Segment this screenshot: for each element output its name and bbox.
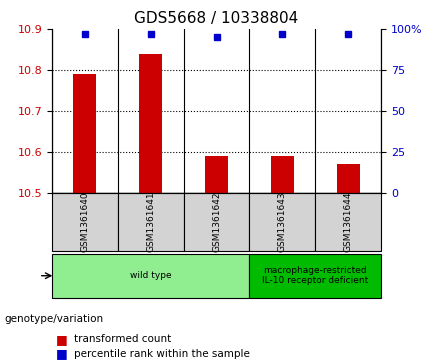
FancyBboxPatch shape xyxy=(184,193,249,250)
Bar xyxy=(271,156,294,193)
Text: GSM1361642: GSM1361642 xyxy=(212,192,221,252)
Bar xyxy=(336,164,360,193)
FancyBboxPatch shape xyxy=(52,193,118,250)
Bar xyxy=(139,54,162,193)
Text: ■: ■ xyxy=(56,333,68,346)
Text: GSM1361640: GSM1361640 xyxy=(81,192,89,252)
FancyBboxPatch shape xyxy=(52,254,249,298)
FancyBboxPatch shape xyxy=(249,254,381,298)
Text: ■: ■ xyxy=(56,347,68,360)
Text: transformed count: transformed count xyxy=(74,334,171,344)
Bar xyxy=(205,156,228,193)
Text: percentile rank within the sample: percentile rank within the sample xyxy=(74,349,249,359)
Text: genotype/variation: genotype/variation xyxy=(4,314,103,325)
Text: GSM1361641: GSM1361641 xyxy=(146,192,155,252)
Text: GSM1361643: GSM1361643 xyxy=(278,192,287,252)
FancyBboxPatch shape xyxy=(315,193,381,250)
Title: GDS5668 / 10338804: GDS5668 / 10338804 xyxy=(134,12,299,26)
Text: wild type: wild type xyxy=(130,271,171,280)
Text: macrophage-restricted
IL-10 receptor deficient: macrophage-restricted IL-10 receptor def… xyxy=(262,266,368,285)
Bar xyxy=(73,74,97,193)
FancyBboxPatch shape xyxy=(118,193,184,250)
Text: GSM1361644: GSM1361644 xyxy=(344,192,352,252)
FancyBboxPatch shape xyxy=(249,193,315,250)
